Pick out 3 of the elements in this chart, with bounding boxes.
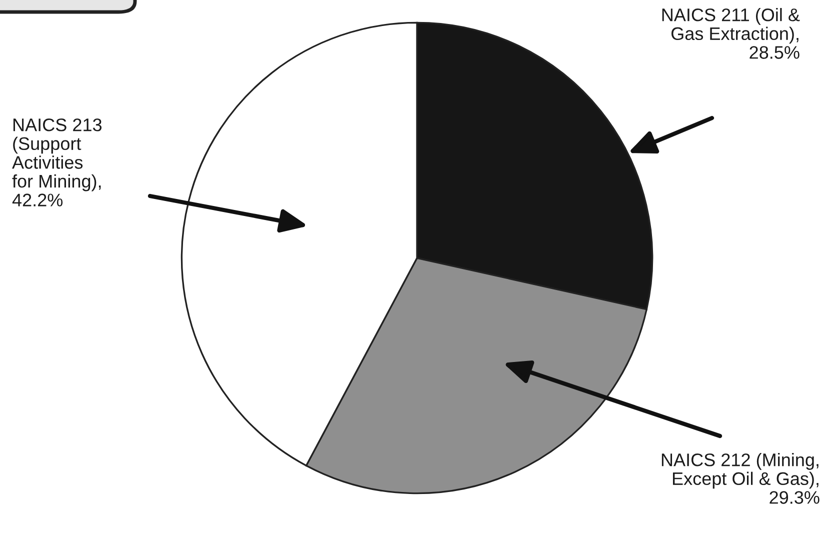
slice-label: NAICS 213 (Support Activities for Mining), 42.2% [12,118,102,206]
slice-label: NAICS 212 (Mining, Except Oil & Gas), 29.3% [662,453,820,504]
slice-label: NAICS 211 (Oil & Gas Extraction), 28.5% [662,8,800,59]
